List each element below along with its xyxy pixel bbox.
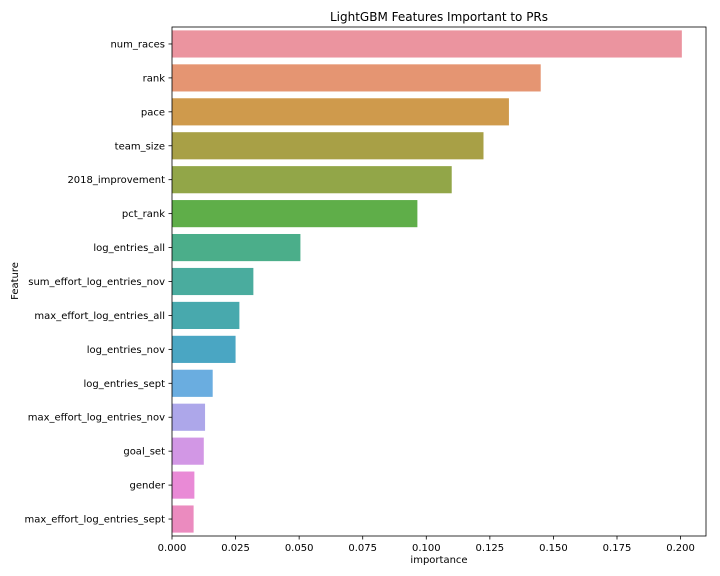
x-tick-label: 0.075 [348,543,377,554]
bar-log-entries-sept [172,369,213,397]
chart-title: LightGBM Features Important to PRs [330,10,548,24]
plot-frame [171,26,707,537]
y-tick-label: goal_set [123,447,165,458]
y-tick-label: num_races [110,39,165,50]
y-tick-label: 2018_improvement [67,175,165,186]
bar-team-size [172,132,484,160]
bar-log-entries-nov [172,335,236,363]
bar-gender [172,471,195,499]
x-tick-label: 0.125 [476,543,505,554]
bar-pace [172,98,509,126]
x-tick-label: 0.100 [412,543,441,554]
bar-rank [172,64,541,92]
bar-max-effort-log-entries-sept [172,505,194,533]
x-tick-label: 0.025 [221,543,250,554]
x-tick-label: 0.000 [158,543,187,554]
x-tick-label: 0.150 [539,543,568,554]
y-tick-label: log_entries_all [93,243,165,254]
bar-goal-set [172,437,204,465]
x-tick-label: 0.050 [285,543,314,554]
y-tick-label: pace [141,107,165,118]
bar-pct-rank [172,200,418,228]
y-tick-label: max_effort_log_entries_all [34,311,165,322]
bar-sum-effort-log-entries-nov [172,267,254,296]
y-tick-label: max_effort_log_entries_sept [24,515,165,526]
y-axis-label: Feature [10,262,21,300]
bar-log-entries-all [172,233,301,262]
y-tick-label: pct_rank [122,209,165,220]
y-tick-label: max_effort_log_entries_nov [28,413,165,424]
bar-2018-improvement [172,166,452,194]
x-tick-labels: 0.000 0.025 0.050 0.075 0.100 0.125 0.150 0.175… [158,536,695,554]
y-tick-label: team_size [115,141,165,152]
x-tick-label: 0.200 [666,543,695,554]
y-tick-label: log_entries_sept [83,379,165,390]
x-tick-label: 0.175 [603,543,632,554]
bar-max-effort-log-entries-all [172,301,240,330]
bar-max-effort-log-entries-nov [172,403,206,431]
bar-num-races [172,30,682,58]
x-axis-label: importance [410,555,467,566]
bars-group [172,30,682,533]
y-tick-label: sum_effort_log_entries_nov [28,277,165,288]
y-tick-label: gender [130,481,166,492]
y-tick-label: rank [143,73,166,84]
y-tick-label: log_entries_nov [87,345,165,356]
